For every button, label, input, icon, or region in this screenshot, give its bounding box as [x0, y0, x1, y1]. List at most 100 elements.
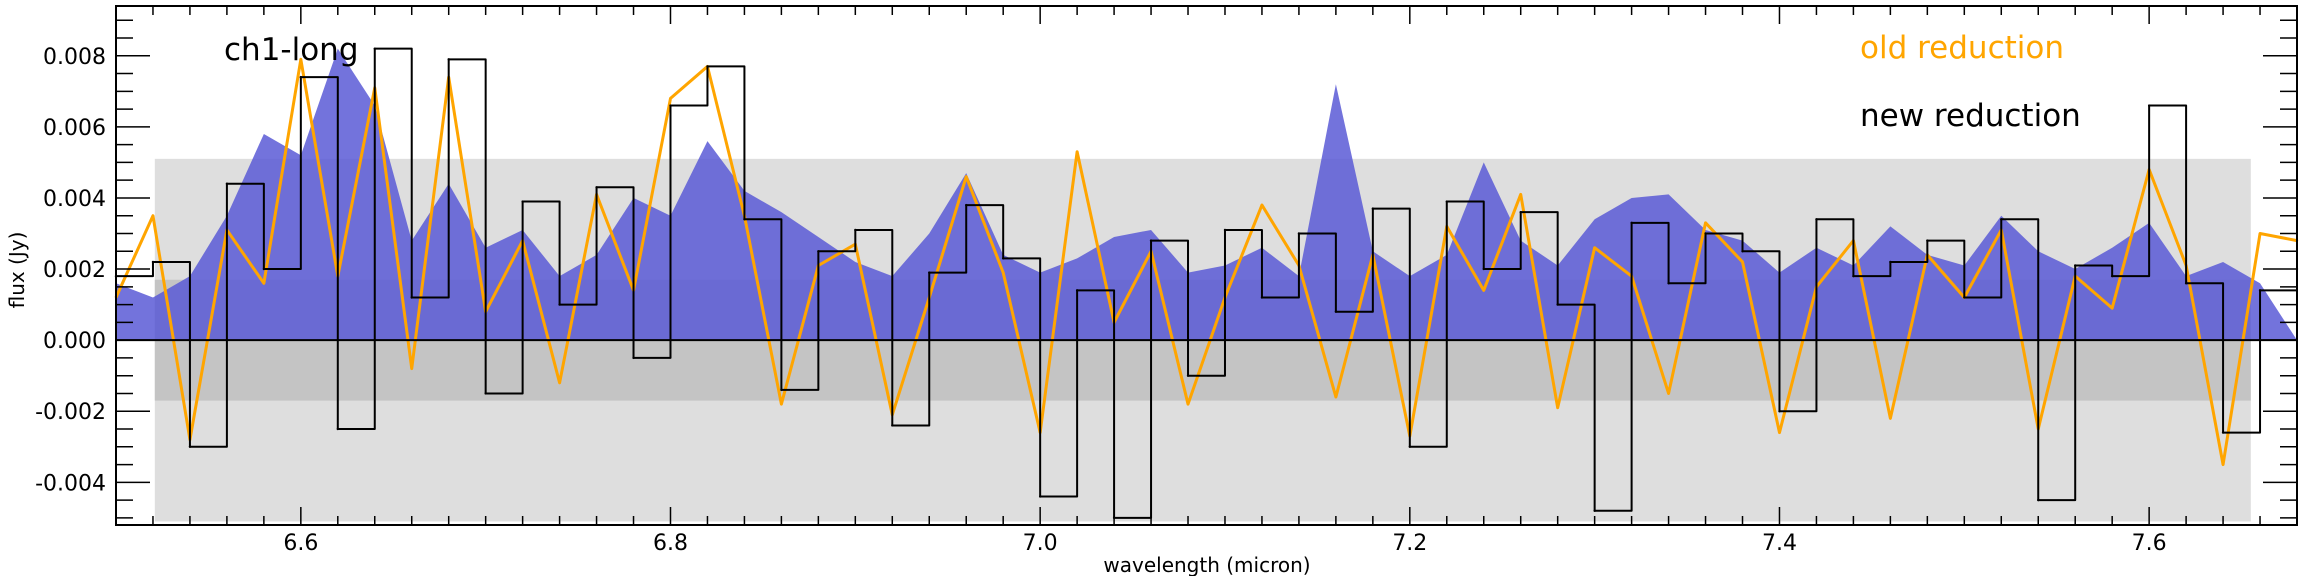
new-reduction-point [1075, 289, 1079, 292]
old-reduction-point [1704, 221, 1707, 225]
new-reduction-point [2221, 431, 2225, 434]
new-reduction-point [1260, 296, 1264, 299]
new-reduction-point [1815, 218, 1818, 221]
new-reduction-point [410, 296, 413, 299]
new-reduction-point [1186, 374, 1190, 377]
new-reduction-point [558, 303, 561, 306]
new-reduction-point [2258, 289, 2262, 292]
old-reduction-point [1593, 246, 1596, 249]
new-reduction-point [1889, 260, 1892, 264]
new-reduction-point [2147, 104, 2151, 107]
y-tick-label: 0.000 [43, 329, 106, 354]
new-reduction-point [1223, 228, 1227, 232]
new-reduction-point [1630, 221, 1633, 225]
new-reduction-point [669, 104, 672, 107]
old-reduction-point [1260, 203, 1264, 207]
old-reduction-point [1778, 431, 1781, 434]
new-reduction-point [262, 267, 266, 271]
old-reduction-point [151, 214, 155, 217]
new-reduction-point [1482, 267, 1485, 271]
new-reduction-point [1778, 410, 1781, 413]
y-tick-label: 0.002 [43, 258, 106, 283]
new-reduction-point [1741, 250, 1744, 253]
new-reduction-point [2037, 498, 2040, 502]
plot-frame [115, 5, 2298, 526]
new-reduction-point [2000, 218, 2003, 221]
old-reduction-point [1186, 402, 1190, 406]
new-reduction-point [1001, 257, 1005, 260]
new-reduction-point [1667, 282, 1670, 285]
new-reduction-point [447, 58, 450, 61]
old-reduction-point [669, 97, 672, 100]
new-reduction-point [2184, 282, 2188, 285]
x-axis-label: wavelength (micron) [1103, 553, 1310, 576]
old-reduction-point [965, 175, 968, 178]
y-tick-label: 0.004 [43, 187, 106, 212]
new-reduction-point [521, 200, 524, 203]
y-tick-label: 0.006 [43, 116, 106, 141]
x-tick-label: 7.0 [1023, 531, 1058, 556]
new-reduction-point [817, 250, 820, 253]
new-reduction-point [373, 47, 376, 50]
new-reduction-point [743, 218, 746, 221]
new-reduction-point [151, 260, 155, 264]
new-reduction-point [1371, 207, 1375, 210]
new-reduction-point [595, 186, 598, 189]
old-reduction-point [299, 58, 303, 61]
old-reduction-point [262, 282, 266, 285]
y-axis-label: flux (Jy) [5, 232, 29, 309]
new-reduction-point [1556, 303, 1559, 306]
old-reduction-point [2110, 306, 2114, 310]
x-tick-label: 6.6 [283, 531, 318, 556]
new-reduction-point [706, 65, 709, 68]
new-reduction-point [1149, 239, 1153, 242]
series-layer [114, 47, 2299, 520]
new-reduction-point [2074, 264, 2077, 267]
new-reduction-point [1297, 232, 1301, 235]
new-reduction-point [854, 228, 857, 232]
series-filled-spectrum [116, 48, 2297, 341]
legend-old-reduction: old reduction [1860, 30, 2064, 66]
new-reduction-point [780, 388, 783, 392]
new-reduction-point [1445, 200, 1448, 203]
old-reduction-point [1889, 417, 1892, 420]
new-reduction-point [965, 203, 968, 207]
old-reduction-point [1519, 193, 1522, 196]
new-reduction-point [299, 75, 303, 79]
new-reduction-point [1593, 509, 1596, 512]
new-reduction-point [1334, 310, 1338, 313]
old-reduction-point [558, 381, 561, 385]
y-tick-label: -0.002 [35, 400, 106, 425]
x-tick-label: 7.2 [1392, 531, 1427, 556]
new-reduction-point [1038, 495, 1042, 498]
new-reduction-point [2110, 274, 2114, 278]
old-reduction-point [780, 402, 783, 406]
old-reduction-point [1001, 271, 1005, 274]
new-reduction-point [1519, 210, 1522, 214]
old-reduction-point [410, 367, 413, 370]
x-tick-label: 7.6 [2132, 531, 2167, 556]
new-reduction-point [1704, 232, 1707, 235]
new-reduction-point [1852, 274, 1855, 278]
series-old-reduction-line [114, 57, 2298, 467]
new-reduction-point [225, 182, 229, 185]
new-reduction-point [188, 445, 192, 448]
y-tick-label: -0.004 [35, 471, 106, 496]
series-new-reduction-line [116, 47, 2298, 519]
new-reduction-point [891, 424, 894, 427]
old-reduction-point [1334, 395, 1338, 399]
y-tick-label: 0.008 [43, 45, 106, 70]
legend-new-reduction: new reduction [1860, 98, 2081, 134]
annotation-label: ch1-long [224, 32, 359, 68]
x-tick-label: 6.8 [653, 531, 688, 556]
axis-ticks: 6.6 6.8 7.0 7.2 7.4 7.6 -0.004 -0.002 0.000 0.002… [35, 6, 2298, 556]
old-reduction-point [1667, 392, 1670, 395]
old-reduction-point [1482, 289, 1485, 292]
new-reduction-point [1408, 445, 1412, 448]
old-reduction-point [2221, 463, 2225, 466]
new-reduction-point [928, 271, 931, 274]
old-reduction-point [1556, 406, 1559, 409]
new-reduction-point [632, 356, 635, 360]
new-reduction-point [336, 427, 339, 431]
